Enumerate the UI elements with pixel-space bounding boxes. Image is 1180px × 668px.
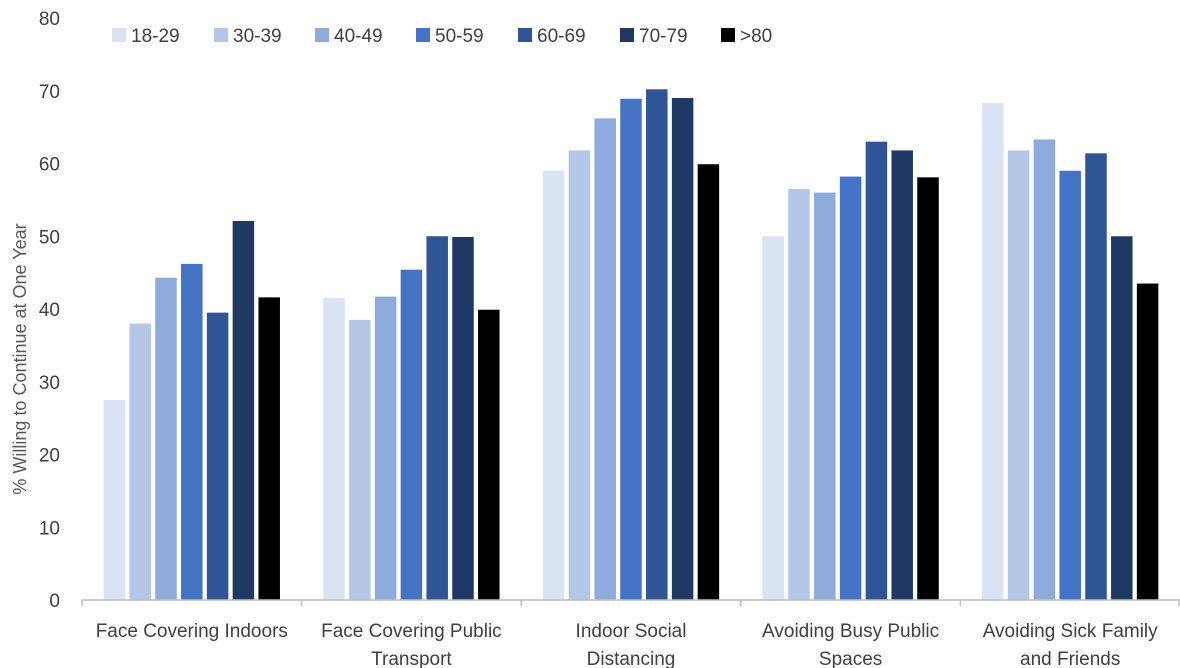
bar xyxy=(155,277,177,600)
category-label: Distancing xyxy=(587,649,676,668)
bar xyxy=(542,170,565,600)
bar-group xyxy=(103,220,280,600)
legend-label: 70-79 xyxy=(639,26,688,47)
y-axis-ticks: 0 10 20 30 40 50 60 70 80 xyxy=(39,9,60,612)
legend-swatch xyxy=(416,28,430,42)
bar xyxy=(400,269,423,600)
bar xyxy=(1111,236,1133,600)
bar xyxy=(788,188,810,600)
bar xyxy=(762,236,784,600)
legend-label: 30-39 xyxy=(233,26,282,47)
bar xyxy=(349,319,371,600)
bar xyxy=(323,298,345,600)
bar xyxy=(129,323,151,600)
legend-item: 18-29 xyxy=(112,26,180,47)
bar xyxy=(374,296,397,600)
y-tick-label: 10 xyxy=(39,518,60,539)
y-tick-label: 50 xyxy=(39,227,60,248)
bar xyxy=(181,263,203,600)
category-label: Indoor Social xyxy=(576,621,687,642)
bar xyxy=(1136,283,1159,600)
bar xyxy=(258,297,280,600)
bar xyxy=(697,164,720,601)
bar xyxy=(452,236,474,601)
legend-swatch xyxy=(620,28,634,42)
bar xyxy=(594,118,616,600)
legend-label: 40-49 xyxy=(334,26,383,47)
legend-label: 18-29 xyxy=(131,26,180,47)
bar-group xyxy=(323,236,500,601)
bar xyxy=(646,89,668,600)
bar xyxy=(232,220,255,600)
legend-swatch xyxy=(315,28,329,42)
bar xyxy=(1007,150,1030,600)
bars xyxy=(103,89,1159,601)
bar xyxy=(1033,139,1056,601)
y-tick-label: 20 xyxy=(39,446,60,467)
legend-label: >80 xyxy=(740,26,772,47)
category-label: Face Covering Indoors xyxy=(96,621,288,642)
bar xyxy=(568,150,591,600)
category-label: Transport xyxy=(371,649,452,668)
bar-group xyxy=(762,141,939,600)
legend-label: 60-69 xyxy=(537,26,586,47)
legend-item: 50-59 xyxy=(416,26,484,47)
category-label: Avoiding Sick Family xyxy=(983,621,1158,642)
bar xyxy=(814,192,836,600)
y-tick-label: 60 xyxy=(39,155,60,176)
bar-group xyxy=(982,103,1159,601)
legend-item: >80 xyxy=(721,26,772,47)
category-label: Spaces xyxy=(819,649,882,668)
category-label: Face Covering Public xyxy=(321,621,502,642)
legend: 18-29 30-39 40-49 50-59 60-69 70-79 >80 xyxy=(112,26,772,47)
y-tick-label: 80 xyxy=(39,9,60,30)
legend-item: 30-39 xyxy=(214,26,282,47)
bar xyxy=(103,399,126,600)
bar xyxy=(206,312,229,600)
bar xyxy=(865,141,888,600)
y-axis-title-text: % Willing to Continue at One Year xyxy=(10,223,30,494)
y-axis-title: % Willing to Continue at One Year xyxy=(10,223,30,494)
bar xyxy=(620,98,642,600)
legend-label: 50-59 xyxy=(435,26,484,47)
legend-item: 70-79 xyxy=(620,26,688,47)
y-tick-label: 30 xyxy=(39,373,60,394)
y-tick-label: 40 xyxy=(39,300,60,321)
category-label: and Friends xyxy=(1020,649,1120,668)
category-label: Avoiding Busy Public xyxy=(762,621,939,642)
legend-swatch xyxy=(214,28,228,42)
legend-swatch xyxy=(721,28,735,42)
legend-swatch xyxy=(112,28,126,42)
bar xyxy=(891,150,913,600)
x-axis xyxy=(81,599,1180,606)
bar xyxy=(1059,170,1081,600)
bar xyxy=(1085,153,1107,600)
bar xyxy=(982,103,1004,601)
bar xyxy=(426,236,448,600)
bar xyxy=(917,177,939,600)
bar xyxy=(478,309,500,600)
bar-group xyxy=(542,89,720,601)
legend-swatch xyxy=(518,28,532,42)
bar xyxy=(671,98,694,601)
bar xyxy=(839,176,862,600)
y-tick-label: 70 xyxy=(39,82,60,103)
legend-item: 60-69 xyxy=(518,26,586,47)
y-tick-label: 0 xyxy=(49,591,60,612)
x-axis-category-labels: Face Covering Indoors Face Covering Publi… xyxy=(96,621,1158,668)
legend-item: 40-49 xyxy=(315,26,383,47)
